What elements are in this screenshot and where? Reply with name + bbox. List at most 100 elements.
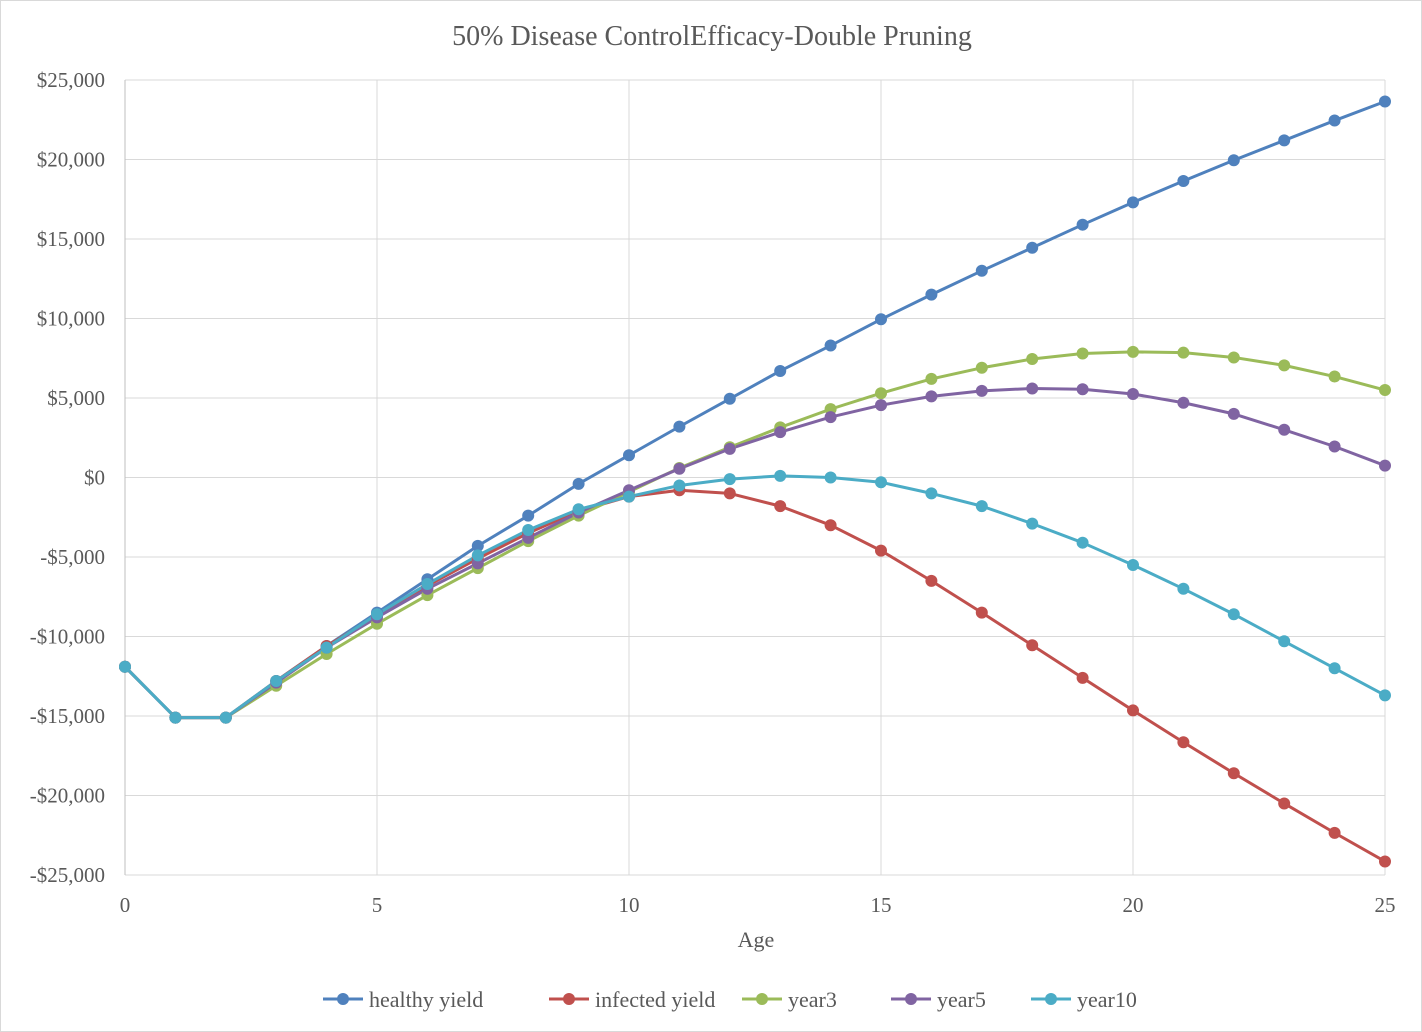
data-point (975, 606, 988, 619)
data-point (1177, 346, 1190, 359)
legend-swatch-marker (337, 993, 349, 1005)
data-point (824, 411, 837, 424)
data-point (1227, 154, 1240, 167)
data-point (673, 462, 686, 475)
legend-swatch-marker (905, 993, 917, 1005)
data-point (925, 487, 938, 500)
data-point (1328, 826, 1341, 839)
data-point (875, 399, 887, 412)
legend: healthy yield infected yield year3 year5 yea… (323, 987, 1137, 1012)
x-tick-label: 0 (120, 893, 131, 917)
data-point (975, 264, 988, 277)
y-tick-label: $10,000 (37, 307, 105, 331)
legend-label: infected yield (595, 987, 715, 1012)
data-point (119, 660, 131, 673)
y-tick-label: -$25,000 (30, 863, 105, 887)
data-point (522, 523, 535, 536)
data-point (1127, 388, 1139, 401)
series-line-healthy-yield (123, 99, 1387, 720)
legend-label: year10 (1077, 987, 1137, 1012)
data-point (824, 339, 837, 352)
data-point (975, 361, 988, 374)
data-point (723, 473, 736, 486)
data-point (1127, 196, 1139, 209)
data-point (1379, 855, 1391, 868)
data-point (1278, 423, 1291, 436)
data-point (1328, 662, 1341, 675)
data-point (219, 711, 232, 724)
legend-swatch-marker (756, 993, 768, 1005)
data-point (1177, 736, 1190, 749)
chart-title: 50% Disease ControlEfficacy-Double Pruni… (452, 21, 972, 52)
legend-swatch-marker (563, 993, 575, 1005)
data-point (1227, 608, 1240, 621)
data-point (673, 420, 686, 433)
y-tick-label: -$20,000 (30, 784, 105, 808)
data-point (774, 500, 787, 513)
data-point (1127, 704, 1139, 717)
data-point (1026, 241, 1039, 254)
data-point (522, 509, 535, 522)
data-point (925, 372, 938, 385)
data-point (975, 384, 988, 397)
data-point (975, 500, 988, 513)
data-point (1227, 407, 1240, 420)
data-point (1379, 95, 1391, 108)
data-point (1278, 635, 1291, 648)
data-point (1177, 174, 1190, 187)
data-point (723, 487, 736, 500)
y-tick-label: $15,000 (37, 227, 105, 251)
series-line-year10 (123, 474, 1387, 720)
data-point (1328, 440, 1341, 453)
data-point (723, 392, 736, 405)
data-point (774, 426, 787, 439)
data-point (824, 519, 837, 532)
data-point (1328, 370, 1341, 383)
data-point (1026, 517, 1039, 530)
data-point (1177, 396, 1190, 409)
data-point (925, 574, 938, 587)
data-point (1177, 582, 1190, 595)
x-tick-label: 15 (871, 893, 892, 917)
data-point (320, 641, 333, 654)
series-lines (123, 99, 1387, 863)
data-point (623, 449, 635, 462)
data-point (471, 539, 484, 552)
data-point (925, 288, 938, 301)
data-point (1127, 558, 1139, 571)
legend-label: healthy yield (369, 987, 483, 1012)
y-tick-label: $0 (84, 466, 105, 490)
x-tick-label: 20 (1123, 893, 1144, 917)
data-point (1026, 639, 1039, 652)
data-point (1026, 353, 1039, 366)
axes: $25,000 $20,000 $15,000 $10,000 $5,000 $0 -$5,… (30, 68, 1396, 917)
x-tick-label: 25 (1375, 893, 1396, 917)
data-point (1278, 797, 1291, 810)
data-point (1379, 459, 1391, 472)
y-tick-label: $20,000 (37, 148, 105, 172)
series-points (119, 95, 1391, 868)
data-point (1076, 218, 1089, 231)
data-point (371, 608, 383, 621)
data-point (1227, 351, 1240, 364)
data-point (1076, 671, 1089, 684)
y-tick-label: -$10,000 (30, 625, 105, 649)
data-point (471, 549, 484, 562)
data-point (1127, 345, 1139, 358)
data-point (723, 442, 736, 455)
data-point (1026, 382, 1039, 395)
data-point (1278, 134, 1291, 147)
data-point (1379, 689, 1391, 702)
data-point (875, 313, 887, 326)
data-point (774, 364, 787, 377)
data-point (572, 503, 585, 516)
series-line-year3 (123, 350, 1387, 720)
data-point (572, 477, 585, 490)
data-point (1076, 383, 1089, 396)
y-tick-label: $5,000 (47, 386, 105, 410)
data-point (1227, 767, 1240, 780)
data-point (875, 387, 887, 400)
data-point (925, 390, 938, 403)
legend-swatch-marker (1045, 993, 1057, 1005)
